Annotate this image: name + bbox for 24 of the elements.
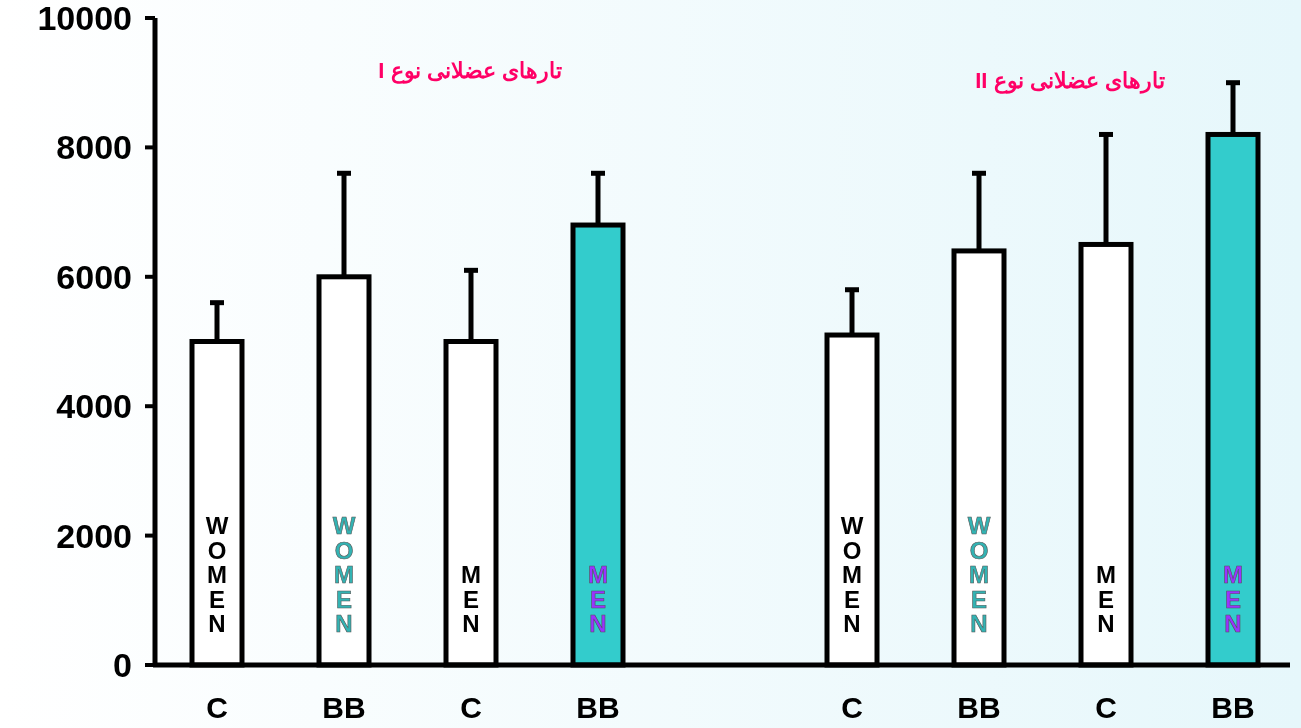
y-tick-label: 4000 — [56, 387, 132, 426]
annotation: تارهای عضلانی نوع II — [975, 68, 1165, 94]
x-tick-label: BB — [957, 691, 1001, 724]
y-tick-label: 2000 — [56, 516, 132, 555]
annotation: WOMEN — [840, 512, 864, 637]
annotation: MEN — [1096, 561, 1116, 637]
annotation: WOMEN — [205, 512, 229, 637]
y-tick-label: 8000 — [56, 128, 132, 167]
x-tick-label: BB — [1211, 691, 1255, 724]
x-tick-label: C — [206, 691, 228, 724]
x-tick-label: BB — [322, 691, 366, 724]
annotation: MEN — [588, 561, 608, 637]
y-tick-label: 6000 — [56, 257, 132, 296]
y-tick-label: 10000 — [37, 0, 132, 37]
annotation: MEN — [461, 561, 481, 637]
y-tick-label: 0 — [113, 645, 132, 684]
x-tick-label: C — [841, 691, 863, 724]
x-tick-label: C — [1095, 691, 1117, 724]
x-tick-label: C — [460, 691, 482, 724]
annotation: تارهای عضلانی نوع I — [378, 58, 562, 84]
x-tick-label: BB — [576, 691, 620, 724]
annotation: WOMEN — [332, 512, 356, 637]
annotation: MEN — [1223, 561, 1243, 637]
annotation: WOMEN — [967, 512, 991, 637]
